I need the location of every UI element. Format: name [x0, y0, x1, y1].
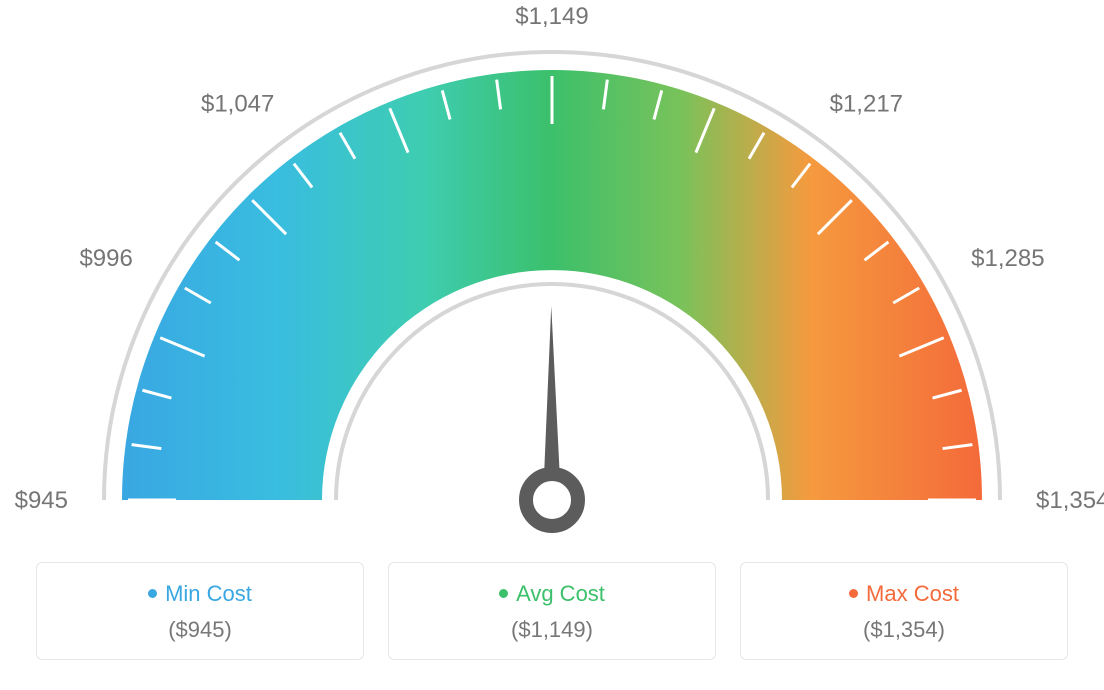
legend-row: Min Cost ($945) Avg Cost ($1,149) Max Co… — [36, 562, 1068, 660]
gauge-scale-label: $1,047 — [201, 91, 274, 118]
gauge-svg: $945 $996 $1,047 $1,149 $1,217 $1,285 $1,354 — [0, 0, 1104, 560]
legend-label-avg-text: Avg Cost — [516, 581, 605, 606]
gauge-scale-label: $1,149 — [515, 3, 588, 30]
legend-card-avg: Avg Cost ($1,149) — [388, 562, 716, 660]
gauge-area: $945 $996 $1,047 $1,149 $1,217 $1,285 $1,354 — [0, 0, 1104, 560]
legend-dot-avg — [499, 589, 508, 598]
legend-value-min: ($945) — [37, 617, 363, 643]
legend-dot-min — [148, 589, 157, 598]
gauge-scale-label: $1,285 — [971, 245, 1044, 272]
legend-card-max: Max Cost ($1,354) — [740, 562, 1068, 660]
gauge-scale-label: $996 — [79, 245, 132, 272]
gauge-scale-label: $1,354 — [1036, 487, 1104, 514]
legend-label-min-text: Min Cost — [165, 581, 252, 606]
gauge-scale-label: $945 — [15, 487, 68, 514]
legend-card-min: Min Cost ($945) — [36, 562, 364, 660]
legend-label-max-text: Max Cost — [866, 581, 959, 606]
legend-value-max: ($1,354) — [741, 617, 1067, 643]
legend-label-avg: Avg Cost — [389, 581, 715, 607]
gauge-scale-label: $1,217 — [830, 91, 903, 118]
legend-dot-max — [849, 589, 858, 598]
gauge-hub — [526, 474, 578, 526]
legend-value-avg: ($1,149) — [389, 617, 715, 643]
legend-label-min: Min Cost — [37, 581, 363, 607]
legend-label-max: Max Cost — [741, 581, 1067, 607]
cost-gauge-chart: $945 $996 $1,047 $1,149 $1,217 $1,285 $1,354 M… — [0, 0, 1104, 690]
